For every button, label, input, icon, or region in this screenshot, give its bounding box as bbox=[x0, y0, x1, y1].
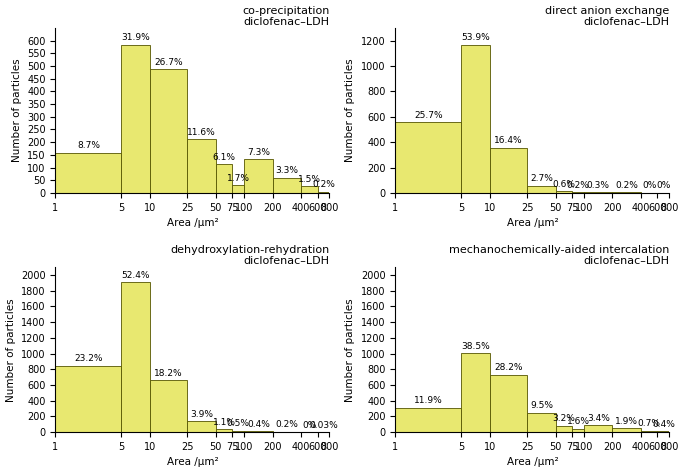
Bar bbox=[272, 178, 301, 193]
Text: 2.7%: 2.7% bbox=[530, 174, 553, 183]
Text: direct anion exchange
diclofenac–LDH: direct anion exchange diclofenac–LDH bbox=[545, 6, 669, 27]
Bar bbox=[490, 148, 527, 193]
Bar bbox=[55, 366, 121, 432]
Text: 7.3%: 7.3% bbox=[247, 148, 270, 157]
Text: 31.9%: 31.9% bbox=[121, 34, 150, 43]
Text: 25.7%: 25.7% bbox=[414, 111, 443, 120]
Text: 16.4%: 16.4% bbox=[494, 136, 523, 145]
Text: 0.5%: 0.5% bbox=[227, 419, 250, 428]
Bar bbox=[215, 165, 233, 193]
Bar bbox=[490, 375, 527, 432]
Bar bbox=[187, 421, 215, 432]
Bar bbox=[244, 159, 272, 193]
Text: 11.9%: 11.9% bbox=[414, 396, 443, 405]
Bar bbox=[121, 282, 150, 432]
X-axis label: Area /μm²: Area /μm² bbox=[507, 218, 558, 228]
Bar bbox=[584, 192, 612, 193]
Text: 0.2%: 0.2% bbox=[615, 181, 638, 190]
Text: 26.7%: 26.7% bbox=[155, 58, 183, 67]
Text: 0.6%: 0.6% bbox=[553, 180, 575, 189]
Text: 28.2%: 28.2% bbox=[495, 363, 523, 372]
X-axis label: Area /μm²: Area /μm² bbox=[167, 218, 218, 228]
Bar bbox=[527, 413, 555, 432]
Text: 0%: 0% bbox=[302, 420, 317, 429]
Bar bbox=[150, 380, 187, 432]
X-axis label: Area /μm²: Area /μm² bbox=[167, 457, 218, 467]
Bar bbox=[233, 185, 244, 193]
Bar bbox=[395, 122, 461, 193]
Text: 0.3%: 0.3% bbox=[587, 181, 609, 190]
Bar bbox=[301, 186, 317, 193]
Y-axis label: Number of particles: Number of particles bbox=[5, 298, 16, 402]
Text: 0.4%: 0.4% bbox=[652, 420, 675, 429]
Y-axis label: Number of particles: Number of particles bbox=[12, 59, 22, 162]
Bar bbox=[555, 426, 573, 432]
Text: 23.2%: 23.2% bbox=[74, 354, 103, 363]
Text: 3.2%: 3.2% bbox=[553, 414, 575, 423]
Text: 3.4%: 3.4% bbox=[587, 414, 609, 423]
Bar bbox=[55, 152, 121, 193]
Bar bbox=[641, 431, 657, 432]
Text: 1.1%: 1.1% bbox=[213, 418, 235, 427]
Y-axis label: Number of particles: Number of particles bbox=[345, 59, 356, 162]
Text: dehydroxylation-rehydration
diclofenac–LDH: dehydroxylation-rehydration diclofenac–L… bbox=[170, 245, 329, 266]
Text: 0.4%: 0.4% bbox=[247, 420, 269, 429]
Text: 38.5%: 38.5% bbox=[461, 342, 490, 351]
Bar bbox=[187, 139, 215, 193]
Bar bbox=[233, 431, 244, 432]
Text: 1.6%: 1.6% bbox=[566, 417, 590, 426]
Bar bbox=[215, 429, 233, 432]
Bar bbox=[612, 429, 641, 432]
Bar bbox=[317, 192, 329, 193]
Bar bbox=[244, 431, 272, 432]
Bar bbox=[150, 69, 187, 193]
Text: 0.2%: 0.2% bbox=[275, 420, 298, 429]
Text: 1.5%: 1.5% bbox=[298, 175, 321, 184]
Bar bbox=[461, 45, 490, 193]
Text: 52.4%: 52.4% bbox=[121, 271, 150, 280]
Text: 0%: 0% bbox=[642, 182, 657, 191]
Bar bbox=[657, 431, 669, 432]
Text: 0.7%: 0.7% bbox=[637, 419, 661, 428]
Text: 8.7%: 8.7% bbox=[77, 141, 100, 150]
Text: 0.2%: 0.2% bbox=[567, 181, 590, 190]
Text: 1.7%: 1.7% bbox=[227, 174, 250, 183]
Bar bbox=[121, 45, 150, 193]
Text: 18.2%: 18.2% bbox=[155, 368, 183, 378]
Text: co-precipitation
diclofenac–LDH: co-precipitation diclofenac–LDH bbox=[242, 6, 329, 27]
Text: 0.2%: 0.2% bbox=[312, 180, 335, 189]
Text: 0.03%: 0.03% bbox=[309, 420, 338, 429]
Bar bbox=[527, 185, 555, 193]
X-axis label: Area /μm²: Area /μm² bbox=[507, 457, 558, 467]
Text: 9.5%: 9.5% bbox=[530, 401, 553, 410]
Text: 3.3%: 3.3% bbox=[275, 166, 298, 175]
Bar bbox=[395, 408, 461, 432]
Text: 0%: 0% bbox=[656, 182, 670, 191]
Text: 1.9%: 1.9% bbox=[615, 417, 638, 426]
Text: 6.1%: 6.1% bbox=[213, 153, 235, 162]
Y-axis label: Number of particles: Number of particles bbox=[345, 298, 356, 402]
Bar bbox=[461, 353, 490, 432]
Text: 3.9%: 3.9% bbox=[190, 410, 213, 419]
Bar bbox=[584, 425, 612, 432]
Bar bbox=[573, 429, 584, 432]
Text: 11.6%: 11.6% bbox=[187, 128, 216, 137]
Bar bbox=[555, 191, 573, 193]
Text: 53.9%: 53.9% bbox=[461, 33, 490, 43]
Text: mechanochemically-aided intercalation
diclofenac–LDH: mechanochemically-aided intercalation di… bbox=[449, 245, 669, 266]
